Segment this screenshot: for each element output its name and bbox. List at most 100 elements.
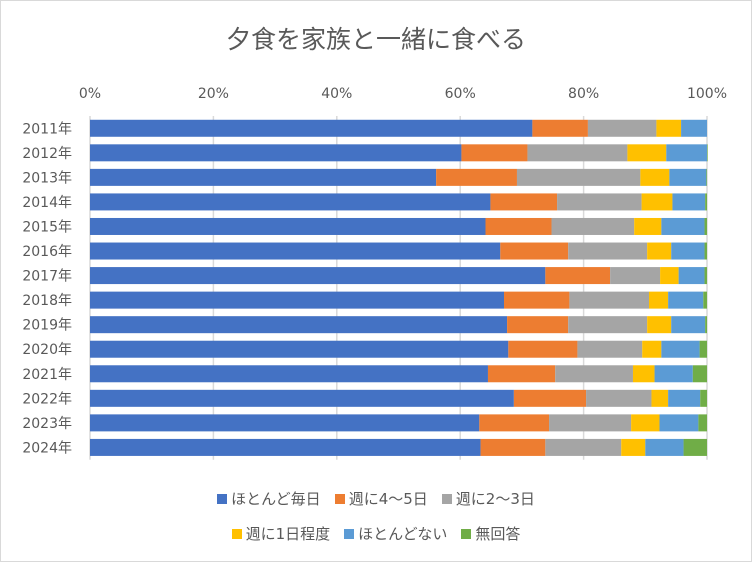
bar-segment [555,365,633,383]
bar-segment [485,217,552,235]
bar-segment [651,389,669,407]
legend-swatch [217,493,228,504]
bar-segment [527,144,628,162]
bar-segment [90,340,509,358]
bar-segment [700,389,707,407]
x-tick-label: 40% [321,86,352,102]
bar-segment [586,389,652,407]
legend-label: 週に4～5日 [348,490,428,508]
bar-segment [577,340,643,358]
bar-segment [610,267,661,285]
bar-segment [692,365,707,383]
bar-segment [671,242,705,260]
bar-segment [516,168,641,186]
bar-segment [557,193,642,211]
bar-segment [666,144,707,162]
bar-segment [634,217,662,235]
bar-segment [504,291,570,309]
bar-segment [671,316,706,334]
legend: 週に1日程度 ほとんどない 無回答 [0,523,752,544]
x-tick-label: 20% [198,86,229,102]
bar-segment [683,438,707,456]
bar-segment [647,242,672,260]
legend-item: ほとんど毎日 [217,488,321,509]
bar-segment [647,316,672,334]
legend-item: 週に2～3日 [441,488,535,509]
bar-segment [640,168,670,186]
bar-segment [90,242,501,260]
legend-label: 週に1日程度 [245,525,331,543]
legend-label: 週に2～3日 [455,490,535,508]
bar-segment [90,438,481,456]
bar-segment [656,119,682,137]
y-tick-label: 2019年 [22,318,72,334]
bar-segment [705,316,707,334]
bar-segment [500,242,569,260]
bar-segment [568,242,648,260]
bar-segment [668,291,704,309]
legend-swatch [334,493,345,504]
bar-segment [631,414,660,432]
bar-segment [632,365,655,383]
bar-segment [569,291,650,309]
bar-segment [698,414,707,432]
legend-item: 週に4～5日 [334,488,428,509]
y-tick-label: 2011年 [22,121,72,137]
y-tick-label: 2022年 [22,391,72,407]
bar-segment [90,119,533,137]
bar-segment [549,414,632,432]
bar-segment [508,340,578,358]
x-tick-label: 100% [687,86,727,102]
legend-swatch [231,528,242,539]
y-tick-label: 2012年 [22,146,72,162]
y-tick-label: 2017年 [22,269,72,285]
y-tick-label: 2015年 [22,219,72,235]
legend-item: 無回答 [461,523,520,544]
bar-segment [545,267,611,285]
bar-segment [699,340,707,358]
bar-segment [654,365,693,383]
y-tick-label: 2021年 [22,367,72,383]
y-tick-label: 2014年 [22,195,72,211]
y-tick-label: 2023年 [22,416,72,432]
bar-segment [479,414,550,432]
legend: ほとんど毎日 週に4～5日 週に2～3日 [0,488,752,509]
legend-swatch [441,493,452,504]
bar-segment [90,193,491,211]
bar-segment [681,119,707,137]
bar-segment [707,144,708,162]
bar-segment [669,168,707,186]
bar-segment [641,193,673,211]
bar-segment [90,365,488,383]
bar-segment [532,119,588,137]
legend-label: ほとんどない [358,525,448,543]
bar-segment [703,291,707,309]
bar-segment [705,193,707,211]
bar-segment [660,267,679,285]
bar-segment [659,414,699,432]
bar-segment [704,267,707,285]
bar-segment [704,242,707,260]
bar-segment [487,365,556,383]
bar-segment [436,168,517,186]
legend-item: ほとんどない [344,523,447,544]
bar-segment [507,316,569,334]
bar-segment [90,389,514,407]
y-tick-label: 2016年 [22,244,72,260]
legend-item: 週に1日程度 [231,523,331,544]
bar-segment [90,316,508,334]
chart-title: 夕食を家族と一緒に食べる [225,25,526,54]
bar-segment [678,267,705,285]
y-tick-label: 2013年 [22,170,72,186]
bar-segment [627,144,667,162]
legend-label: ほとんど毎日 [231,490,321,508]
bar-segment [461,144,528,162]
bar-segment [90,168,437,186]
bar-segment [568,316,648,334]
bar-segment [551,217,635,235]
bar-segment [90,291,505,309]
bar-segment [661,217,705,235]
legend-swatch [461,528,472,539]
bar-segment [642,340,662,358]
